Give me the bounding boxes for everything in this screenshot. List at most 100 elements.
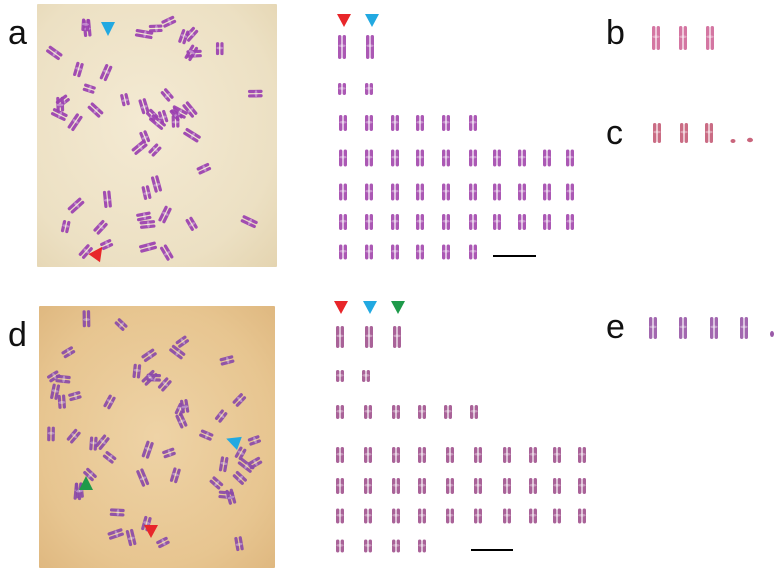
arrow-red-metaphase-d bbox=[144, 525, 158, 538]
metaphase-a-chromosome bbox=[240, 215, 258, 229]
karyotype-m-top bbox=[338, 35, 346, 59]
metaphase-d-chromosome bbox=[175, 335, 190, 348]
metaphase-a-chromosome bbox=[158, 205, 172, 224]
metaphase-d-chromosome bbox=[109, 508, 125, 517]
karyotype-t-top bbox=[442, 244, 450, 260]
metaphase-a-chromosome bbox=[182, 101, 198, 118]
arrow-blue-metaphase-d bbox=[226, 436, 242, 450]
metaphase-a-chromosome bbox=[73, 61, 84, 78]
karyotype-t-bottom bbox=[364, 539, 372, 553]
panel-c-fragment bbox=[747, 137, 753, 143]
metaphase-d-chromosome bbox=[162, 447, 176, 459]
metaphase-a-chromosome bbox=[170, 105, 188, 119]
karyotype-t-bottom bbox=[364, 447, 372, 463]
karyotype-t-bottom bbox=[392, 508, 400, 524]
karyotype-t-top bbox=[543, 214, 551, 230]
metaphase-a-chromosome bbox=[160, 244, 174, 261]
metaphase-d-chromosome bbox=[103, 394, 116, 410]
karyotype-t-bottom bbox=[474, 447, 482, 463]
karyotype-t-bottom bbox=[529, 478, 537, 494]
metaphase-d-chromosome bbox=[107, 528, 124, 540]
metaphase-a-chromosome bbox=[60, 219, 71, 234]
karyotype-t-bottom bbox=[392, 478, 400, 494]
panel-c-chromosome bbox=[680, 123, 688, 143]
karyotype-t-top bbox=[543, 183, 551, 201]
karyotype-st-bottom bbox=[364, 405, 372, 419]
karyotype-st-top bbox=[339, 115, 347, 131]
metaphase-a-chromosome bbox=[139, 241, 158, 253]
karyotype-st-bottom bbox=[418, 405, 426, 419]
karyotype-t-top bbox=[339, 214, 347, 230]
metaphase-d-chromosome bbox=[225, 488, 237, 505]
karyotype-st-top bbox=[469, 115, 477, 131]
panel-label-b: b bbox=[606, 14, 625, 52]
karyotype-t-bottom bbox=[503, 508, 511, 524]
metaphase-d-chromosome bbox=[55, 374, 71, 384]
panel-label-a: a bbox=[8, 14, 27, 52]
karyotype-t-bottom bbox=[578, 447, 586, 463]
karyotype-t-bottom bbox=[503, 478, 511, 494]
karyotype-t-bottom bbox=[336, 447, 344, 463]
karyotype-t-bottom bbox=[529, 447, 537, 463]
karyotype-t-top bbox=[566, 149, 574, 167]
karyotype-t-top bbox=[518, 149, 526, 167]
karyotype-st-bottom bbox=[392, 405, 400, 419]
karyotype-t-top bbox=[365, 244, 373, 260]
metaphase-a-chromosome bbox=[157, 109, 169, 124]
karyotype-m-top bbox=[366, 35, 374, 59]
metaphase-d-chromosome bbox=[141, 369, 158, 386]
metaphase-a-chromosome bbox=[139, 220, 156, 229]
karyotype-t-bottom bbox=[578, 508, 586, 524]
panel-e-chromosome bbox=[679, 317, 687, 339]
metaphase-a-chromosome bbox=[93, 219, 108, 235]
karyotype-t-bottom bbox=[474, 508, 482, 524]
metaphase-a-chromosome bbox=[149, 114, 166, 130]
metaphase-d-chromosome bbox=[175, 412, 188, 429]
metaphase-a-chromosome bbox=[46, 45, 63, 61]
karyotype-t-bottom bbox=[418, 478, 426, 494]
karyotype-t-bottom bbox=[553, 478, 561, 494]
panel-b-chromosome bbox=[679, 26, 687, 50]
panel-label-d: d bbox=[8, 316, 27, 354]
karyotype-t-top bbox=[391, 214, 399, 230]
metaphase-a-chromosome bbox=[148, 24, 163, 33]
metaphase-d-chromosome bbox=[47, 426, 55, 442]
metaphase-a-chromosome bbox=[81, 18, 90, 32]
metaphase-d-chromosome bbox=[214, 409, 228, 423]
metaphase-d-chromosome bbox=[89, 436, 98, 451]
karyotype-t-bottom bbox=[474, 478, 482, 494]
metaphase-a-chromosome bbox=[134, 29, 154, 40]
metaphase-d-chromosome bbox=[169, 344, 186, 360]
metaphase-d-chromosome bbox=[218, 456, 229, 473]
karyotype-t-bottom bbox=[392, 539, 400, 553]
metaphase-photo-a bbox=[37, 4, 277, 267]
metaphase-d-chromosome bbox=[234, 536, 244, 552]
karyotype-t-top bbox=[442, 149, 450, 167]
karyotype-sm-top bbox=[365, 83, 373, 95]
karyotype-t-top bbox=[339, 183, 347, 201]
karyotype-st-top bbox=[365, 115, 373, 131]
karyotype-t-top bbox=[339, 244, 347, 260]
metaphase-d-chromosome bbox=[234, 446, 247, 461]
karyotype-st-bottom bbox=[470, 405, 478, 419]
panel-label-e: e bbox=[606, 308, 625, 346]
metaphase-a-chromosome bbox=[247, 89, 263, 98]
karyotype-m-bottom bbox=[365, 326, 373, 348]
metaphase-d-chromosome bbox=[57, 394, 66, 409]
karyotype-t-top bbox=[493, 149, 501, 167]
karyotype-t-bottom bbox=[503, 447, 511, 463]
panel-e-chromosome bbox=[740, 317, 748, 339]
metaphase-d-chromosome bbox=[82, 310, 91, 328]
metaphase-d-chromosome bbox=[141, 348, 157, 362]
metaphase-d-chromosome bbox=[95, 434, 110, 450]
karyotype-sm-bottom bbox=[362, 370, 370, 382]
karyotype-t-top bbox=[566, 183, 574, 201]
metaphase-d-chromosome bbox=[66, 428, 81, 444]
karyotype-t-top bbox=[416, 214, 424, 230]
metaphase-a-chromosome bbox=[161, 15, 177, 28]
metaphase-a-chromosome bbox=[196, 162, 212, 175]
metaphase-a-chromosome bbox=[56, 96, 65, 112]
panel-c-fragment bbox=[730, 139, 736, 143]
karyotype-t-top bbox=[391, 183, 399, 201]
panel-c-chromosome bbox=[653, 123, 661, 143]
